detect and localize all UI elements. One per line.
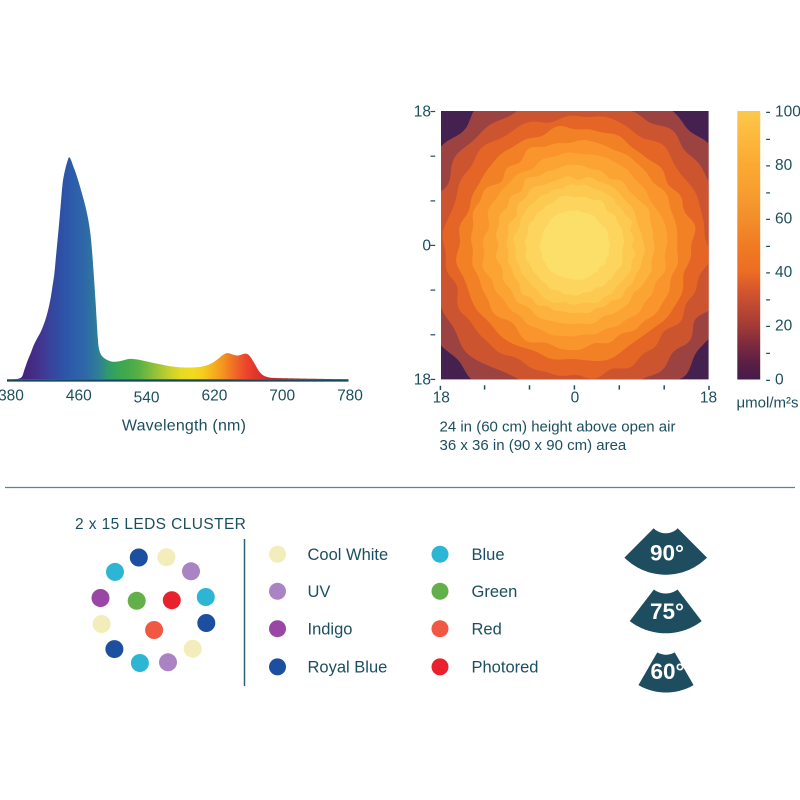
svg-text:380: 380 [0,388,24,405]
svg-text:-: - [766,184,771,201]
svg-text:-: - [766,291,771,308]
svg-text:18: 18 [433,390,450,407]
svg-text:- 100: - 100 [766,104,800,121]
svg-text:UV: UV [308,583,331,601]
svg-text:-: - [766,237,771,254]
svg-text:780: 780 [337,388,363,405]
svg-text:Royal Blue: Royal Blue [308,659,388,677]
svg-text:90°: 90° [650,541,684,566]
svg-text:-: - [766,345,771,362]
svg-text:24 in (60 cm) height above ope: 24 in (60 cm) height above open air [440,419,676,436]
svg-text:Cool White: Cool White [308,546,389,564]
svg-text:18: 18 [414,104,431,121]
svg-text:Red: Red [472,621,502,639]
svg-text:- 20: - 20 [766,318,793,335]
svg-text:460: 460 [66,388,92,405]
svg-text:540: 540 [134,390,160,407]
svg-text:Photored: Photored [472,659,539,677]
svg-text:700: 700 [269,388,295,405]
svg-text:620: 620 [201,388,227,405]
svg-text:Blue: Blue [472,546,505,564]
svg-text:Indigo: Indigo [308,621,353,639]
svg-text:18: 18 [700,390,717,407]
svg-text:0: 0 [571,390,580,407]
svg-text:60°: 60° [650,659,684,684]
svg-text:0: 0 [422,238,431,255]
svg-text:-: - [766,130,771,147]
svg-text:μmol/m²s: μmol/m²s [737,395,799,412]
svg-text:Wavelength (nm): Wavelength (nm) [122,418,246,435]
svg-text:- 40: - 40 [766,264,793,281]
svg-text:- 0: - 0 [766,371,784,388]
svg-text:Green: Green [472,583,518,601]
svg-text:75°: 75° [650,599,684,624]
svg-text:- 60: - 60 [766,211,793,228]
svg-text:2 x 15 LEDS CLUSTER: 2 x 15 LEDS CLUSTER [75,516,246,533]
svg-text:- 80: - 80 [766,157,793,174]
svg-text:18: 18 [414,372,431,389]
svg-text:36 x 36 in (90 x 90 cm) area: 36 x 36 in (90 x 90 cm) area [440,437,627,454]
